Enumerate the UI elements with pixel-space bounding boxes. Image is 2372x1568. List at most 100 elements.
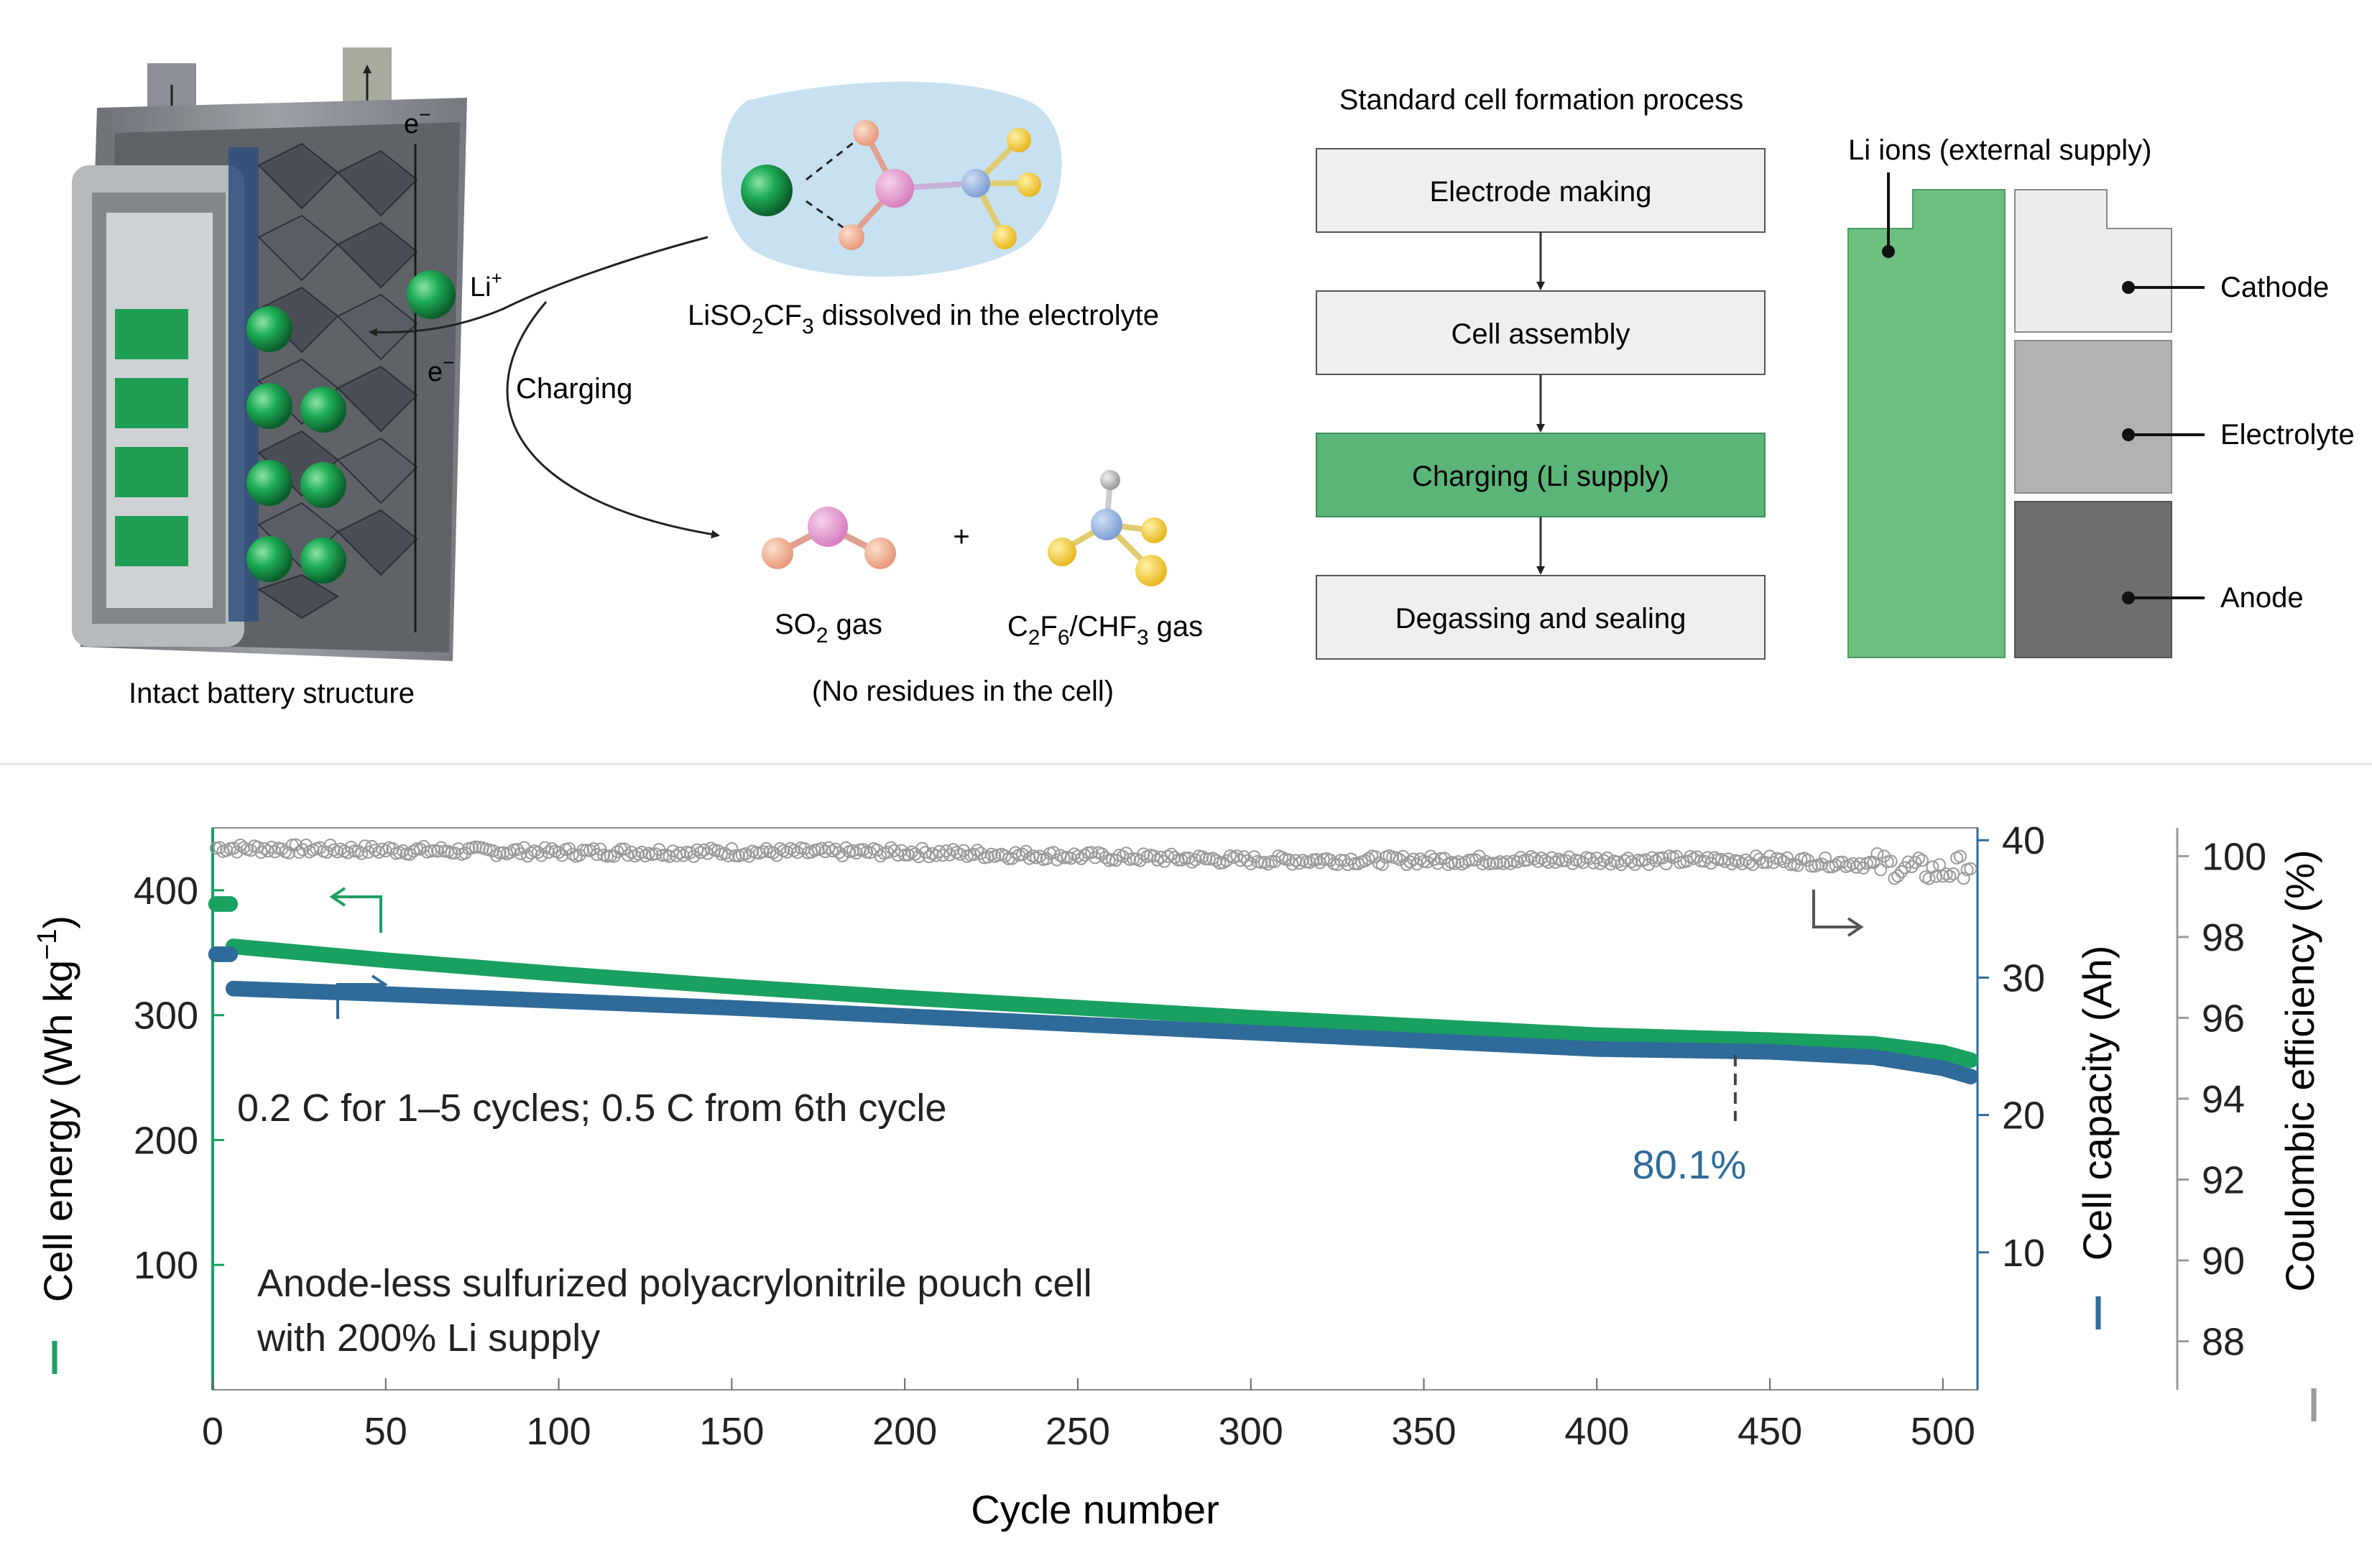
data-point bbox=[1895, 865, 1909, 879]
carbon-atom bbox=[961, 169, 990, 198]
data-point bbox=[504, 846, 517, 859]
data-point bbox=[711, 844, 725, 858]
lithium-atom bbox=[246, 383, 292, 429]
data-point bbox=[725, 842, 739, 856]
data-point bbox=[929, 849, 943, 862]
data-point bbox=[1566, 857, 1579, 870]
flowchart-step-4-label: Degassing and sealing bbox=[1395, 603, 1686, 635]
data-point bbox=[282, 846, 295, 859]
data-point bbox=[1909, 856, 1922, 870]
data-point bbox=[1905, 860, 1919, 874]
data-point bbox=[1293, 857, 1306, 870]
sulfur-atom bbox=[808, 507, 848, 547]
ce-tick-label: 92 bbox=[2202, 1158, 2245, 1202]
data-point bbox=[1324, 854, 1337, 867]
series-layer bbox=[208, 838, 1979, 1085]
data-point bbox=[1310, 853, 1324, 867]
data-point bbox=[1064, 852, 1078, 865]
data-point bbox=[649, 847, 663, 861]
data-point bbox=[1375, 858, 1389, 872]
fluorine-atom bbox=[992, 225, 1017, 249]
data-point bbox=[1503, 857, 1517, 870]
data-point bbox=[1289, 854, 1303, 867]
li-ion-label: Li+ bbox=[470, 267, 502, 303]
lithium-atom bbox=[246, 460, 292, 506]
flowchart-step-1-label: Electrode making bbox=[1429, 176, 1651, 208]
data-point bbox=[687, 849, 701, 863]
data-point bbox=[1735, 857, 1749, 871]
data-point bbox=[936, 849, 950, 862]
data-point bbox=[1019, 844, 1033, 858]
data-point bbox=[939, 844, 953, 858]
data-point bbox=[1597, 854, 1610, 867]
data-point bbox=[222, 896, 239, 913]
battery-illustration: Li+ e− e− Intact battery structure bbox=[72, 47, 502, 709]
data-point bbox=[1528, 852, 1541, 865]
cathode-label: Cathode bbox=[2220, 272, 2329, 303]
cathode-layer bbox=[2014, 189, 2172, 333]
data-point bbox=[971, 844, 984, 857]
data-point bbox=[1261, 857, 1275, 871]
x-tick-label: 500 bbox=[1911, 1410, 1975, 1453]
data-point bbox=[1068, 847, 1081, 861]
data-point bbox=[1915, 854, 1929, 867]
hydrogen-atom bbox=[1100, 470, 1120, 490]
data-point bbox=[234, 838, 247, 852]
li-supply-label: Li ions (external supply) bbox=[1848, 134, 2151, 166]
data-point bbox=[839, 841, 853, 854]
pointer-dot bbox=[1882, 245, 1895, 258]
data-point bbox=[254, 846, 268, 859]
data-point bbox=[285, 838, 299, 852]
data-point bbox=[676, 849, 690, 862]
ce-tick-label: 96 bbox=[2202, 997, 2245, 1040]
data-point bbox=[320, 846, 333, 859]
ce-axis-ticks: 88 90 92 94 96 98 100 bbox=[2177, 835, 2266, 1363]
cycling-chart: 0 50 100 150 200 250 300 350 400 450 500 100200300… bbox=[32, 819, 2322, 1532]
data-point bbox=[974, 847, 988, 860]
formation-flowchart: Standard cell formation process Electrod… bbox=[1316, 84, 1766, 660]
data-point bbox=[1939, 867, 1953, 881]
sulfur-atom bbox=[875, 169, 914, 208]
data-point bbox=[1168, 851, 1181, 864]
capacity-tick-label: 30 bbox=[2002, 956, 2045, 1000]
data-point bbox=[493, 846, 507, 859]
data-point bbox=[355, 847, 369, 860]
data-point bbox=[922, 850, 936, 864]
data-point bbox=[798, 841, 811, 855]
x-axis-ticks: 0 50 100 150 200 250 300 350 400 450 500 bbox=[202, 1378, 1975, 1453]
data-point bbox=[1510, 855, 1524, 869]
cell-stack-diagram: Li ions (external supply) Cathode Electr… bbox=[1847, 134, 2355, 658]
lithium-atom bbox=[246, 306, 292, 352]
data-point bbox=[624, 845, 638, 859]
data-point bbox=[1874, 863, 1888, 877]
energy-tick-label: 100 bbox=[134, 1244, 198, 1287]
data-point bbox=[1725, 857, 1739, 871]
data-point bbox=[946, 843, 960, 857]
data-point bbox=[1912, 852, 1926, 865]
data-point bbox=[822, 841, 836, 854]
data-point bbox=[1178, 852, 1192, 865]
retention-label: 80.1% bbox=[1633, 1142, 1747, 1187]
data-point bbox=[226, 841, 240, 855]
data-point bbox=[545, 842, 558, 856]
flowchart-step-3-highlight bbox=[1316, 433, 1766, 517]
decomposition-arrow-icon bbox=[506, 301, 720, 539]
data-point bbox=[1334, 854, 1347, 867]
data-point bbox=[1240, 854, 1254, 867]
data-point bbox=[1531, 854, 1545, 868]
data-point bbox=[222, 946, 239, 962]
data-point bbox=[780, 845, 794, 859]
data-point bbox=[1922, 872, 1936, 885]
x-tick-label: 200 bbox=[872, 1410, 937, 1453]
data-point bbox=[369, 844, 382, 857]
data-point bbox=[448, 847, 462, 860]
data-point bbox=[1891, 870, 1905, 883]
data-point bbox=[1953, 849, 1967, 863]
data-point bbox=[1237, 850, 1251, 864]
data-point bbox=[1486, 857, 1500, 870]
ce-tick-label: 90 bbox=[2202, 1240, 2245, 1283]
data-point bbox=[514, 847, 527, 861]
data-point bbox=[213, 841, 226, 854]
charging-reaction: Charging LiSO2CF3 dissolved in the elect… bbox=[369, 81, 1203, 707]
